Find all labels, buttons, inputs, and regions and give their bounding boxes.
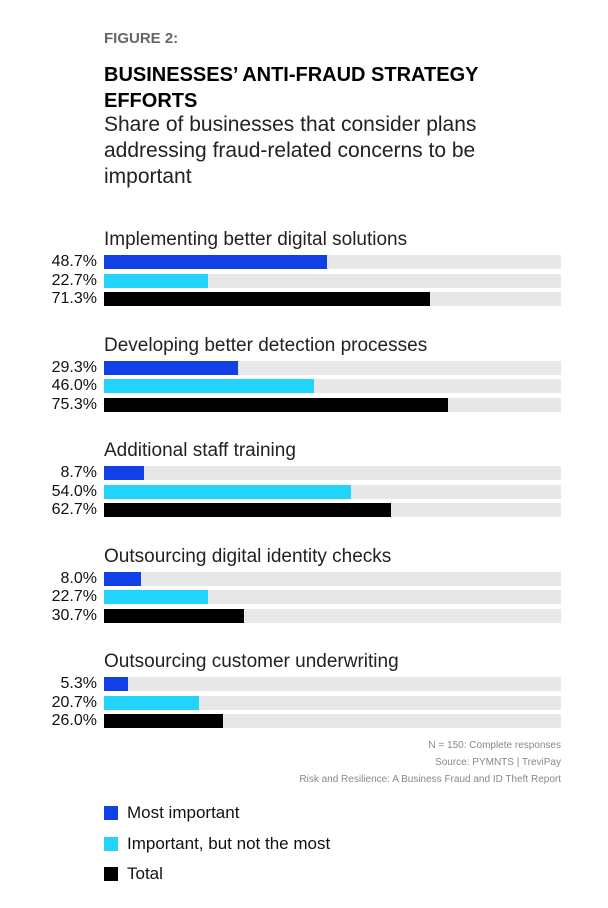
data-label: 22.7% (51, 271, 97, 289)
legend-swatch (104, 867, 118, 881)
bar-track (104, 677, 561, 691)
data-label: 62.7% (51, 501, 97, 518)
bar-track (104, 360, 561, 375)
bar (104, 360, 238, 375)
note-report: Risk and Resilience: A Business Fraud an… (299, 774, 561, 785)
bar-track (104, 292, 561, 306)
category-label: Outsourcing customer underwriting (104, 651, 399, 672)
bar (104, 379, 315, 393)
chart-subtitle: Share of businesses that consider plans … (104, 113, 477, 188)
legend-label: Most important (127, 803, 240, 822)
bar (104, 503, 391, 517)
data-label: 20.7% (51, 693, 97, 711)
bar (104, 608, 245, 623)
bar (104, 484, 351, 499)
category-label: Additional staff training (104, 440, 296, 461)
data-label: 29.3% (51, 358, 97, 376)
bar (104, 292, 430, 306)
data-label: 5.3% (60, 675, 97, 692)
bar-track (104, 571, 561, 586)
bar-track (104, 273, 561, 288)
legend-label: Important, but not the most (127, 833, 331, 853)
bar (104, 255, 327, 269)
legend-item: Total (104, 864, 163, 884)
note-sample: N = 150: Complete responses (428, 740, 561, 751)
bar-track (104, 503, 561, 517)
chart-title: BUSINESSES’ ANTI-FRAUD STRATEGY EFFORTS (104, 64, 479, 112)
data-label: 22.7% (51, 588, 97, 605)
data-label: 8.7% (60, 464, 97, 481)
bar (104, 466, 144, 480)
bar-track (104, 484, 561, 499)
bar-track (104, 379, 561, 393)
legend-item: Important, but not the most (104, 834, 330, 854)
bar (104, 397, 449, 412)
bar-track (104, 590, 561, 604)
category-label: Developing better detection processes (104, 334, 428, 356)
bar-track (104, 397, 561, 412)
bar (104, 273, 208, 288)
bar (104, 590, 208, 604)
bar-track (104, 714, 561, 728)
bar (104, 714, 223, 728)
bar-track (104, 695, 561, 710)
data-label: 26.0% (51, 712, 97, 729)
bar-track (104, 608, 561, 623)
data-label: 8.0% (60, 569, 97, 587)
bar (104, 677, 129, 691)
note-source: Source: PYMNTS | TreviPay (435, 757, 561, 768)
data-label: 30.7% (51, 606, 97, 624)
category-label: Implementing better digital solutions (104, 229, 408, 250)
legend-item: Most important (104, 803, 239, 823)
data-label: 54.0% (51, 482, 97, 500)
bar-track (104, 255, 561, 269)
data-label: 75.3% (51, 395, 97, 413)
bar (104, 571, 141, 586)
data-label: 46.0% (51, 377, 97, 394)
bar (104, 695, 199, 710)
data-label: 71.3% (51, 290, 97, 307)
legend-label: Total (127, 864, 163, 883)
legend-swatch (104, 836, 118, 851)
category-label: Outsourcing digital identity checks (104, 545, 392, 567)
legend-swatch (104, 806, 118, 820)
bar-track (104, 466, 561, 480)
data-label: 48.7% (51, 253, 97, 270)
figure-label: FIGURE 2: (104, 30, 179, 47)
